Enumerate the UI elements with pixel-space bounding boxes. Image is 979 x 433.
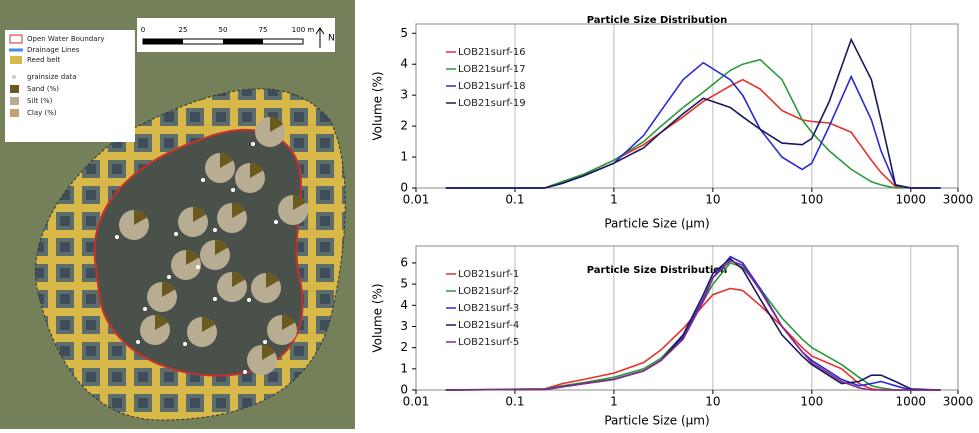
sample-point [167, 275, 171, 279]
legend-label: LOB21surf-19 [458, 98, 526, 109]
scale-label: 50 [219, 26, 228, 34]
y-tick-label: 5 [400, 26, 408, 40]
y-axis-label: Volume (%) [371, 71, 385, 140]
series-line [446, 259, 941, 390]
x-tick-label: 3000 [943, 193, 974, 207]
sample-point [174, 232, 178, 236]
sample-point [251, 142, 255, 146]
x-tick-label: 100 [800, 395, 823, 409]
scale-bar [223, 39, 263, 44]
sample-point [247, 298, 251, 302]
x-tick-label: 0.1 [505, 395, 524, 409]
x-axis-label: Particle Size (µm) [604, 414, 709, 428]
legend-swatch [12, 75, 16, 79]
series-line [446, 40, 941, 189]
page: body { margin: 0; width: 979px; height: … [0, 0, 979, 429]
x-tick-label: 1000 [896, 395, 927, 409]
sample-point [213, 228, 217, 232]
scale-label: 100 m [292, 26, 315, 34]
legend-label: LOB21surf-4 [458, 320, 519, 331]
x-tick-label: 100 [800, 193, 823, 207]
series-line [446, 288, 941, 390]
y-tick-label: 3 [400, 88, 408, 102]
scale-label: 0 [141, 26, 145, 34]
y-tick-label: 2 [400, 119, 408, 133]
x-tick-label: 10 [705, 395, 720, 409]
legend-swatch [10, 56, 22, 64]
map-legend-label: Clay (%) [27, 109, 57, 117]
map: Open Water Boundary Drainage Lines Reed be… [0, 0, 355, 429]
chart-title: Particle Size Distribution [587, 15, 728, 26]
map-legend-label: Reed belt [27, 56, 61, 64]
sample-point [183, 342, 187, 346]
legend-swatch [10, 85, 19, 93]
y-tick-label: 5 [400, 277, 408, 291]
x-tick-label: 0.1 [505, 193, 524, 207]
sample-point [143, 307, 147, 311]
x-tick-label: 3000 [943, 395, 974, 409]
series-line [446, 263, 941, 390]
y-tick-label: 4 [400, 298, 408, 312]
scale-bar-box [137, 18, 335, 52]
map-legend-label: Drainage Lines [27, 46, 80, 54]
legend-label: LOB21surf-1 [458, 269, 519, 280]
x-axis-label: Particle Size (µm) [604, 217, 709, 231]
map-legend-label: Open Water Boundary [27, 35, 105, 43]
legend-label: LOB21surf-18 [458, 81, 526, 92]
chart-title: Particle Size Distribution [587, 265, 728, 276]
x-tick-label: 10 [705, 193, 720, 207]
legend-label: LOB21surf-17 [458, 64, 526, 75]
scale-label: 75 [259, 26, 268, 34]
series-line [446, 80, 941, 188]
series-line [446, 60, 941, 188]
y-tick-label: 3 [400, 319, 408, 333]
x-tick-label: 0.01 [403, 395, 430, 409]
map-legend-label: Sand (%) [27, 85, 59, 93]
figure: Open Water Boundary Drainage Lines Reed be… [0, 0, 979, 429]
scale-bar [143, 39, 183, 44]
map-legend-label: Silt (%) [27, 97, 53, 105]
legend-label: LOB21surf-2 [458, 286, 519, 297]
sample-point [243, 370, 247, 374]
sample-point [136, 340, 140, 344]
y-axis-label: Volume (%) [371, 283, 385, 352]
north-label: N [328, 34, 335, 44]
sample-point [213, 297, 217, 301]
legend-label: LOB21surf-3 [458, 303, 519, 314]
y-tick-label: 2 [400, 340, 408, 354]
page-body: {"map": {"legend": ["Open Water Boundary… [0, 0, 979, 429]
x-tick-label: 1 [610, 395, 618, 409]
x-tick-label: 1 [610, 193, 618, 207]
sample-point [274, 220, 278, 224]
x-tick-label: 1000 [896, 193, 927, 207]
y-tick-label: 1 [400, 150, 408, 164]
map-legend-label: grainsize data [27, 73, 77, 81]
y-tick-label: 1 [400, 361, 408, 375]
y-tick-label: 4 [400, 57, 408, 71]
legend-label: LOB21surf-5 [458, 337, 519, 348]
sample-point [201, 178, 205, 182]
sample-point [263, 340, 267, 344]
legend-swatch [10, 109, 19, 117]
x-tick-label: 0.01 [403, 193, 430, 207]
legend-swatch [10, 97, 19, 105]
y-tick-label: 6 [400, 255, 408, 269]
sample-point [115, 235, 119, 239]
scale-label: 25 [179, 26, 188, 34]
legend-label: LOB21surf-16 [458, 47, 526, 58]
series-line [446, 261, 941, 390]
series-line [446, 257, 941, 390]
sample-point [231, 188, 235, 192]
sample-point [196, 265, 200, 269]
